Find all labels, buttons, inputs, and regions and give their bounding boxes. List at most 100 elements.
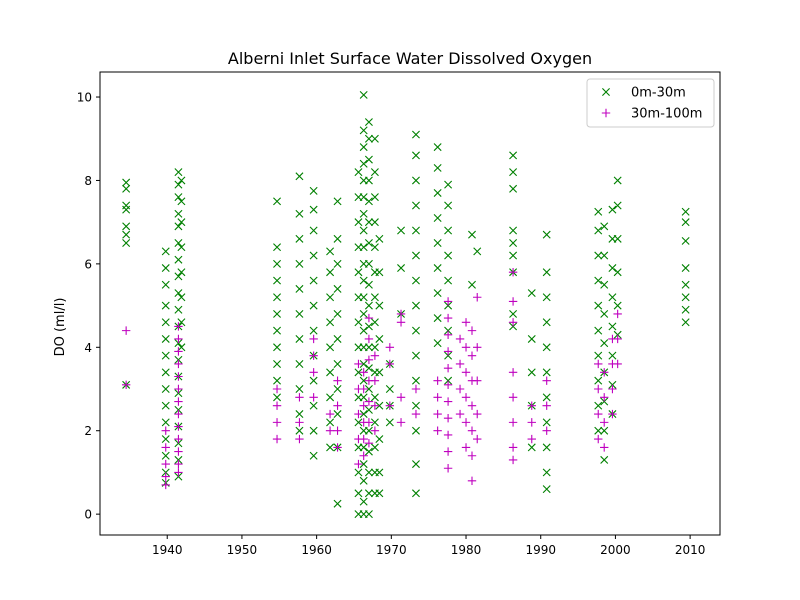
data-point xyxy=(359,368,368,377)
data-point xyxy=(594,359,603,369)
data-point xyxy=(473,293,482,302)
data-point xyxy=(594,251,603,260)
data-point xyxy=(594,326,603,335)
data-point xyxy=(309,376,318,385)
y-tick-label: 4 xyxy=(84,341,92,355)
data-marks xyxy=(121,90,690,519)
data-point xyxy=(309,251,318,260)
data-point xyxy=(364,355,374,365)
data-point xyxy=(594,409,603,419)
axes: 1940 1950 1960 1970 1980 1990 2000 2010 0 2 4 6 8 10 xyxy=(77,71,721,557)
data-point xyxy=(527,443,536,452)
data-point xyxy=(444,201,453,210)
data-point xyxy=(326,393,335,402)
data-point xyxy=(174,255,183,264)
data-point xyxy=(468,230,476,239)
data-point xyxy=(354,409,363,419)
data-point xyxy=(161,368,170,377)
data-point xyxy=(411,376,420,385)
y-tick-label: 6 xyxy=(84,257,92,271)
data-point xyxy=(468,280,476,289)
data-point xyxy=(174,372,183,381)
data-point xyxy=(527,434,536,444)
data-point xyxy=(359,276,368,285)
data-point xyxy=(411,276,420,285)
legend-label: 30m-100m xyxy=(631,107,702,122)
data-point xyxy=(359,401,368,410)
data-point xyxy=(177,268,186,277)
data-point xyxy=(433,339,442,348)
data-point xyxy=(333,359,342,368)
data-point xyxy=(613,201,622,210)
data-point xyxy=(354,418,363,427)
data-point xyxy=(433,289,442,298)
data-point xyxy=(608,409,617,419)
data-point xyxy=(613,268,622,277)
data-point xyxy=(443,464,453,473)
data-point xyxy=(608,351,617,360)
data-point xyxy=(508,393,518,402)
data-point xyxy=(273,293,282,302)
data-point xyxy=(309,401,318,410)
data-point xyxy=(455,359,465,369)
data-point xyxy=(411,176,420,185)
data-point xyxy=(174,409,183,419)
data-point xyxy=(273,343,282,352)
data-point xyxy=(594,226,603,235)
data-point xyxy=(309,368,318,377)
data-point xyxy=(364,468,373,477)
data-point xyxy=(174,180,183,189)
data-point xyxy=(359,476,368,485)
data-point xyxy=(461,418,471,427)
data-point xyxy=(411,426,420,435)
data-point xyxy=(594,384,603,394)
data-point xyxy=(433,264,442,273)
data-point xyxy=(542,268,551,277)
data-point xyxy=(295,393,304,402)
data-point xyxy=(333,334,342,343)
data-point xyxy=(364,218,373,227)
data-point xyxy=(433,188,442,197)
data-point xyxy=(385,418,394,427)
data-point xyxy=(364,155,373,164)
data-point xyxy=(411,251,420,260)
data-point xyxy=(177,243,186,252)
data-point xyxy=(594,301,603,310)
data-point xyxy=(326,368,335,377)
data-point xyxy=(370,218,379,227)
data-point xyxy=(273,276,282,285)
data-point xyxy=(273,376,282,385)
data-point xyxy=(295,284,304,293)
data-point xyxy=(608,384,617,394)
data-point xyxy=(411,326,420,335)
data-point xyxy=(272,384,282,394)
data-point xyxy=(364,439,374,448)
data-point xyxy=(309,426,318,435)
data-point xyxy=(309,226,318,235)
data-point xyxy=(509,239,518,248)
data-point xyxy=(364,280,373,289)
data-point xyxy=(461,318,471,327)
data-point xyxy=(600,309,609,318)
data-point xyxy=(309,276,318,285)
data-point xyxy=(333,385,342,393)
data-point xyxy=(443,347,453,356)
legend-box xyxy=(586,78,715,128)
data-point xyxy=(508,455,518,465)
data-point xyxy=(359,309,368,318)
data-point xyxy=(433,214,442,222)
data-point xyxy=(326,443,335,452)
data-point xyxy=(600,251,609,260)
data-point xyxy=(333,426,342,435)
y-axis-label: DO (ml/l) xyxy=(53,298,68,357)
data-point xyxy=(613,176,622,185)
data-point xyxy=(295,426,304,435)
data-point xyxy=(681,218,690,227)
data-point xyxy=(364,259,373,268)
data-point xyxy=(613,309,622,319)
data-point xyxy=(161,385,170,393)
data-point xyxy=(473,434,482,444)
data-point xyxy=(272,434,282,444)
legend-marker xyxy=(602,88,610,96)
data-point xyxy=(600,222,609,231)
